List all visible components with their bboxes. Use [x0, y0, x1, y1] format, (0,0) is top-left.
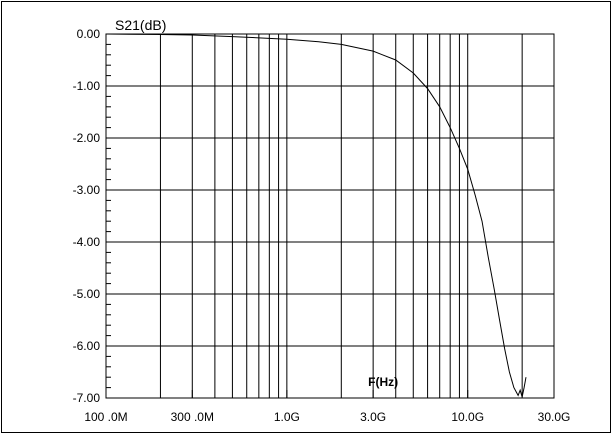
- y-tick-label: -2.00: [73, 131, 101, 145]
- x-tick-label: 30.0G: [538, 410, 571, 424]
- plot-area: [105, 33, 555, 399]
- minor-ticks: [105, 33, 555, 399]
- grid: [106, 34, 554, 398]
- y-tick-label: -4.00: [73, 235, 101, 249]
- x-tick-label: 300 .0M: [171, 410, 214, 424]
- x-tick-labels: 100 .0M 300 .0M 1.0G 3.0G 10.0G 30.0G: [84, 410, 570, 424]
- y-tick-label: -7.00: [73, 391, 101, 405]
- y-tick-label: -6.00: [73, 339, 101, 353]
- x-tick-label: 10.0G: [451, 410, 484, 424]
- y-tick-label: 0.00: [77, 27, 101, 41]
- y-tick-labels: 0.00 -1.00 -2.00 -3.00 -4.00 -5.00 -6.00 -7.00: [73, 27, 101, 405]
- series-line: [105, 33, 527, 398]
- chart-title: S21(dB): [115, 17, 166, 33]
- y-tick-label: -1.00: [73, 79, 101, 93]
- x-tick-label: 3.0G: [360, 410, 386, 424]
- x-axis-label: F(Hz): [368, 375, 398, 389]
- y-tick-label: -5.00: [73, 287, 101, 301]
- y-tick-label: -3.00: [73, 183, 101, 197]
- x-tick-label: 1.0G: [274, 410, 300, 424]
- x-tick-label: 100 .0M: [84, 410, 127, 424]
